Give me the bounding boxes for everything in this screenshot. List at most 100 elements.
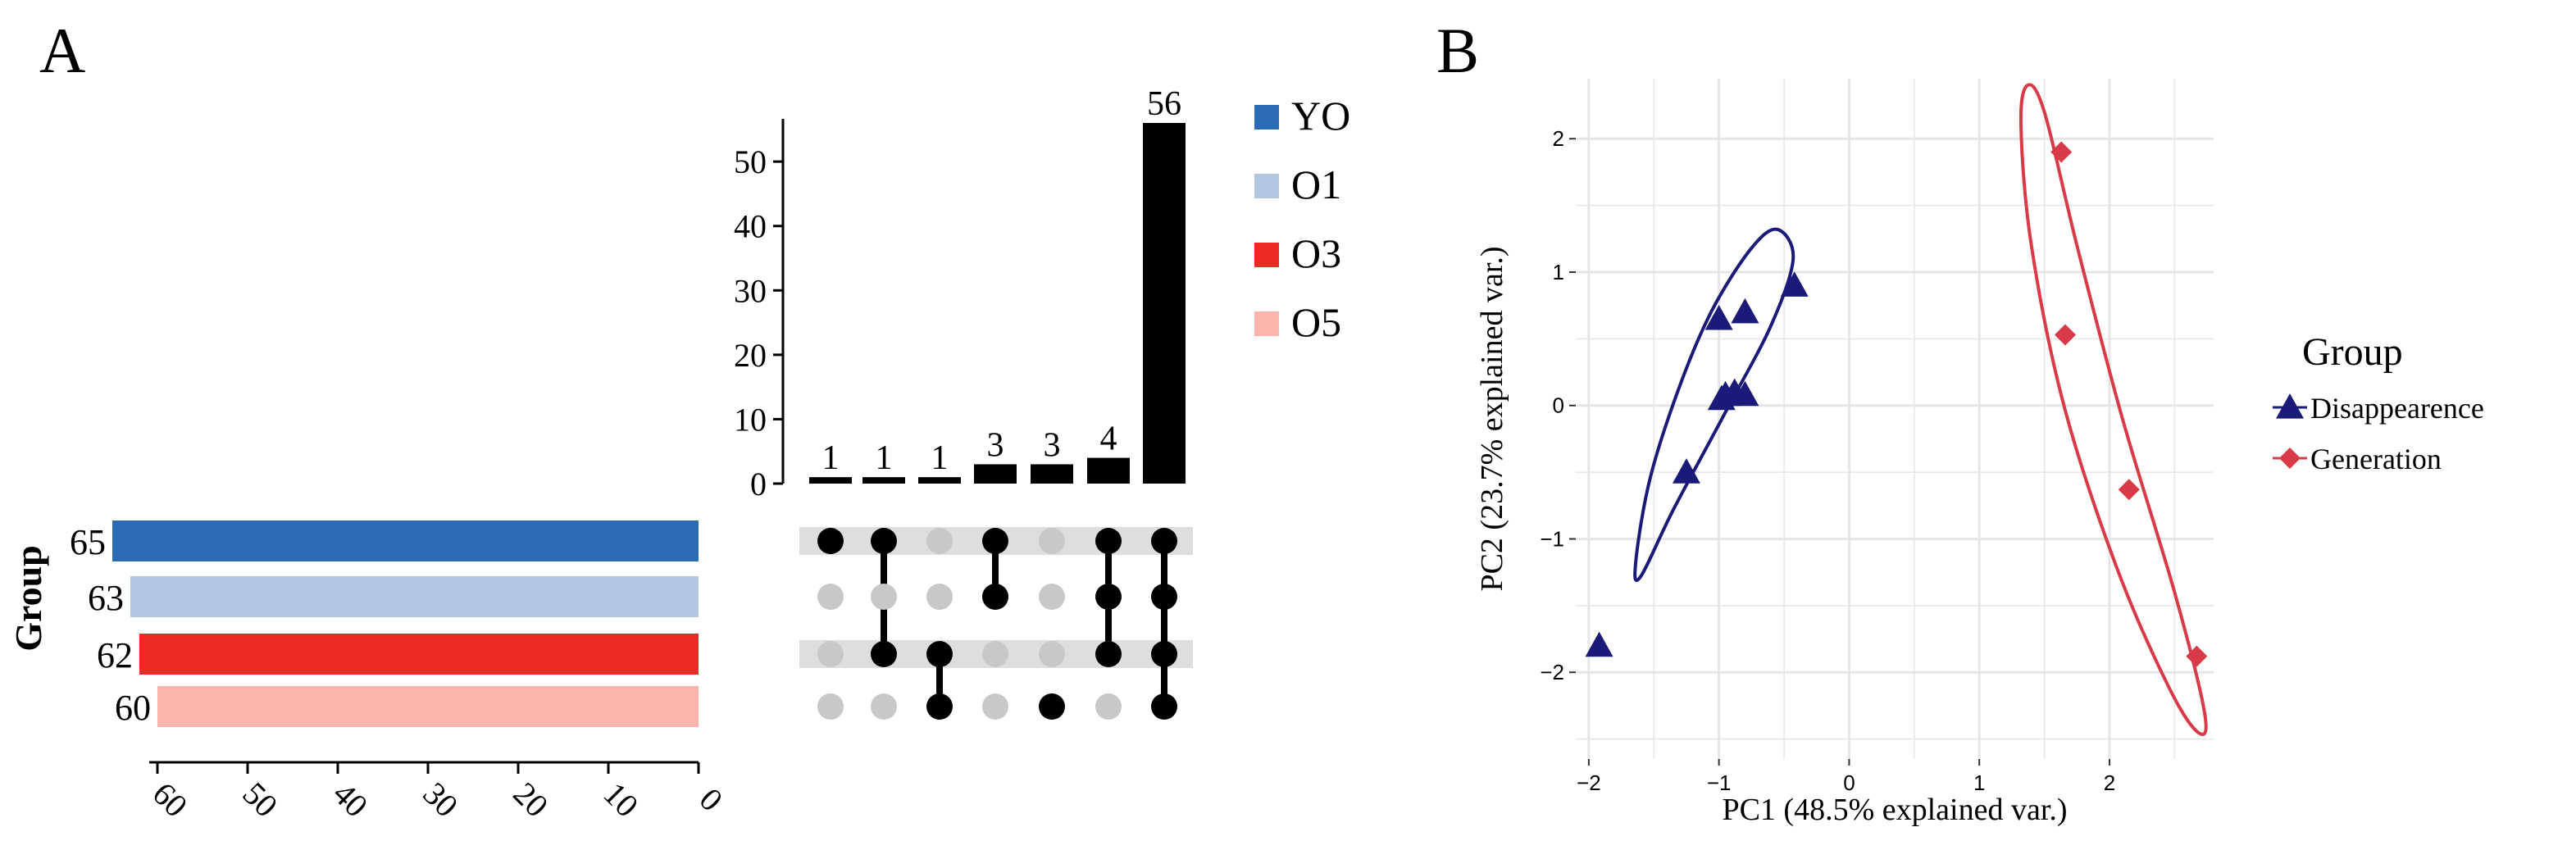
- intersection-bar-label: 4: [1100, 420, 1117, 458]
- legend-swatch-o5: [1254, 311, 1279, 336]
- set-size-bar-o5: [157, 686, 699, 727]
- set-size-bar-o1: [130, 576, 699, 617]
- matrix-dot-empty: [871, 584, 897, 610]
- intersection-bar-label: 1: [876, 439, 893, 477]
- intersection-bar: [1031, 464, 1073, 484]
- matrix-dot-empty: [1039, 584, 1065, 610]
- pca-y-tick-label: 1: [1553, 260, 1564, 284]
- intersection-y-tick-label: 10: [734, 401, 767, 438]
- set-size-label: 65: [70, 522, 106, 562]
- matrix-dot-filled: [1095, 528, 1122, 554]
- matrix-dot-filled: [1039, 693, 1065, 720]
- intersection-bar-label: 1: [822, 439, 840, 477]
- intersection-bar: [918, 477, 961, 484]
- intersection-bar: [1143, 123, 1186, 484]
- set-size-axis-tick-label: 60: [145, 775, 194, 824]
- set-size-axis-tick-label: 50: [235, 775, 284, 824]
- pca-panel-background: [1576, 79, 2214, 759]
- matrix-dot-empty: [1039, 528, 1065, 554]
- matrix-dot-empty: [1039, 641, 1065, 667]
- set-size-axis: 60 50 40 30 20 10 0: [145, 761, 730, 825]
- intersection-bars: 1 1 1 3 3 456: [809, 85, 1186, 484]
- pca-x-tick-label: 2: [2104, 770, 2115, 795]
- legend-label-o3: O3: [1291, 230, 1341, 276]
- pca-point-generation: [2118, 479, 2140, 501]
- intersection-matrix: [817, 528, 1177, 720]
- pca-legend-label-disappearence: Disappearence: [2310, 392, 2484, 425]
- pca-x-tick-label: −1: [1707, 770, 1732, 795]
- pca-point-generation: [2054, 324, 2076, 346]
- legend-label-o1: O1: [1291, 161, 1341, 207]
- matrix-dot-filled: [817, 528, 844, 554]
- matrix-dot-empty: [817, 641, 844, 667]
- pca-point-disappearence: [1704, 304, 1733, 330]
- set-size-bar-yo: [112, 520, 699, 561]
- intersection-bar-label: 56: [1147, 85, 1181, 123]
- pca-ellipse-disappearence: [1633, 227, 1795, 582]
- set-size-axis-tick-label: 40: [325, 775, 375, 824]
- legend-label-o5: O5: [1291, 299, 1341, 345]
- matrix-dot-empty: [926, 584, 953, 610]
- set-size-axis-tick-label: 30: [416, 775, 465, 824]
- intersection-bar: [809, 477, 852, 484]
- intersection-y-tick-label: 30: [734, 272, 767, 309]
- intersection-bar: [1087, 457, 1130, 484]
- legend-swatch-o1: [1254, 174, 1279, 198]
- intersection-bar: [974, 464, 1017, 484]
- pca-point-generation: [2186, 645, 2208, 667]
- pca-point-disappearence: [1780, 271, 1809, 297]
- pca-plot: −2 −1 0 1 2 −2 −1 0 1 2 PC1 (48.5% explained var.…: [1475, 79, 2484, 827]
- pca-y-tick-label: −2: [1540, 660, 1564, 684]
- set-size-axis-tick-label: 20: [506, 775, 555, 824]
- pca-gridlines: [1576, 79, 2214, 759]
- set-size-axis-title: Group: [7, 545, 49, 652]
- pca-point-disappearence: [1672, 458, 1700, 484]
- pca-point-disappearence: [1731, 298, 1759, 324]
- set-size-bar-o3: [139, 634, 699, 675]
- pca-axes: −2 −1 0 1 2 −2 −1 0 1 2: [1540, 126, 2115, 795]
- matrix-dot-filled: [1095, 641, 1122, 667]
- pca-points: [1585, 141, 2208, 667]
- matrix-dot-filled: [1151, 528, 1177, 554]
- pca-legend-marker-generation: [2279, 448, 2301, 469]
- set-size-axis-tick-label: 10: [596, 775, 645, 824]
- pca-x-tick-label: 1: [1973, 770, 1985, 795]
- intersection-y-tick-label: 20: [734, 337, 767, 374]
- matrix-dot-empty: [871, 693, 897, 720]
- pca-y-axis-title: PC2 (23.7% explained var.): [1475, 246, 1509, 591]
- matrix-dot-empty: [817, 584, 844, 610]
- pca-y-tick-label: 0: [1553, 393, 1564, 418]
- matrix-dot-filled: [982, 584, 1008, 610]
- matrix-dot-empty: [982, 641, 1008, 667]
- pca-ellipse-generation: [2018, 83, 2208, 736]
- matrix-dot-filled: [871, 528, 897, 554]
- legend-swatch-yo: [1254, 105, 1279, 130]
- set-legend: YO O1 O3 O5: [1254, 93, 1350, 345]
- pca-point-disappearence: [1731, 380, 1759, 407]
- intersection-bar: [862, 477, 905, 484]
- matrix-dot-filled: [1151, 693, 1177, 720]
- intersection-y-tick-label: 40: [734, 208, 767, 245]
- panel-b-label: B: [1436, 15, 1479, 86]
- intersection-bar-label: 1: [931, 439, 949, 477]
- intersection-y-tick-label: 0: [750, 466, 767, 502]
- panel-a-label: A: [39, 15, 85, 86]
- pca-legend: Group Disappearence Generation: [2273, 330, 2484, 475]
- matrix-dot-filled: [871, 641, 897, 667]
- matrix-dot-filled: [926, 641, 953, 667]
- intersection-size-axis: 0 10 20 30 40 50: [734, 119, 785, 502]
- matrix-dot-filled: [926, 693, 953, 720]
- pca-point-generation: [2050, 141, 2073, 163]
- pca-legend-marker-disappearence: [2276, 393, 2304, 419]
- set-size-bars: 65 63 62 60: [70, 520, 699, 728]
- matrix-dot-filled: [1151, 584, 1177, 610]
- intersection-bar-label: 3: [1044, 426, 1061, 464]
- matrix-dot-empty: [926, 528, 953, 554]
- legend-swatch-o3: [1254, 243, 1279, 267]
- pca-legend-title: Group: [2302, 330, 2403, 374]
- set-size-axis-tick-label: 0: [693, 780, 730, 818]
- pca-ellipses: [1633, 83, 2208, 736]
- intersection-bar-label: 3: [987, 426, 1004, 464]
